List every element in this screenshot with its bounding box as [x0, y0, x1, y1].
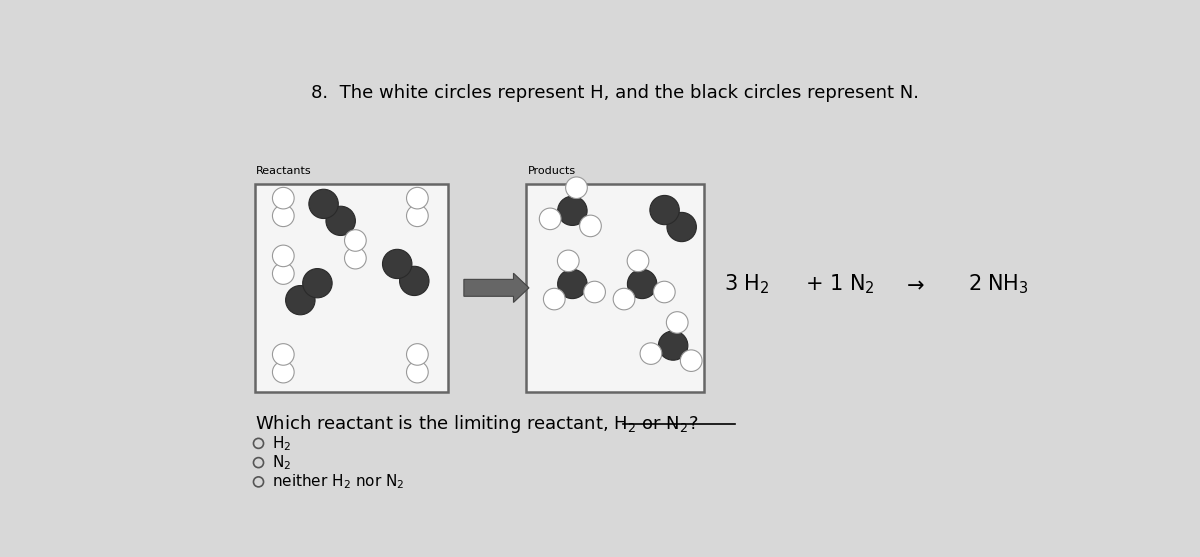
- Circle shape: [272, 344, 294, 365]
- Circle shape: [400, 266, 430, 296]
- Circle shape: [407, 361, 428, 383]
- Text: neither H$_2$ nor N$_2$: neither H$_2$ nor N$_2$: [272, 472, 404, 491]
- Circle shape: [558, 270, 587, 299]
- Text: 8.  The white circles represent H, and the black circles represent N.: 8. The white circles represent H, and th…: [311, 84, 919, 102]
- Circle shape: [544, 289, 565, 310]
- Circle shape: [667, 212, 696, 242]
- FancyBboxPatch shape: [254, 184, 449, 392]
- Circle shape: [666, 312, 688, 333]
- Circle shape: [654, 281, 676, 303]
- Circle shape: [565, 177, 587, 198]
- Circle shape: [583, 281, 606, 303]
- Text: 3 H$_2$: 3 H$_2$: [724, 272, 769, 296]
- Circle shape: [580, 215, 601, 237]
- Text: $\rightarrow$: $\rightarrow$: [901, 274, 924, 294]
- Circle shape: [272, 187, 294, 209]
- Text: H$_2$: H$_2$: [272, 434, 292, 453]
- FancyArrow shape: [464, 273, 529, 302]
- Circle shape: [640, 343, 661, 364]
- Circle shape: [272, 263, 294, 285]
- FancyBboxPatch shape: [526, 184, 704, 392]
- Circle shape: [407, 187, 428, 209]
- Circle shape: [344, 229, 366, 251]
- Circle shape: [539, 208, 562, 229]
- Text: Which reactant is the limiting reactant, H$_2$ or N$_2$?: Which reactant is the limiting reactant,…: [254, 413, 698, 434]
- Circle shape: [383, 250, 412, 278]
- Circle shape: [650, 196, 679, 224]
- Circle shape: [659, 331, 688, 360]
- Circle shape: [558, 250, 580, 272]
- Circle shape: [558, 196, 587, 226]
- Circle shape: [302, 268, 332, 298]
- Circle shape: [344, 247, 366, 269]
- Circle shape: [272, 361, 294, 383]
- Circle shape: [272, 205, 294, 227]
- Circle shape: [286, 286, 316, 315]
- Circle shape: [308, 189, 338, 218]
- Text: + 1 N$_2$: + 1 N$_2$: [805, 272, 875, 296]
- Circle shape: [326, 206, 355, 236]
- Text: Products: Products: [528, 166, 576, 176]
- Circle shape: [407, 344, 428, 365]
- Text: N$_2$: N$_2$: [272, 453, 292, 472]
- Circle shape: [613, 289, 635, 310]
- Circle shape: [407, 205, 428, 227]
- Circle shape: [272, 245, 294, 267]
- Circle shape: [680, 350, 702, 372]
- Text: Reactants: Reactants: [256, 166, 312, 176]
- Text: 2 NH$_3$: 2 NH$_3$: [967, 272, 1028, 296]
- Circle shape: [628, 270, 656, 299]
- Circle shape: [628, 250, 649, 272]
